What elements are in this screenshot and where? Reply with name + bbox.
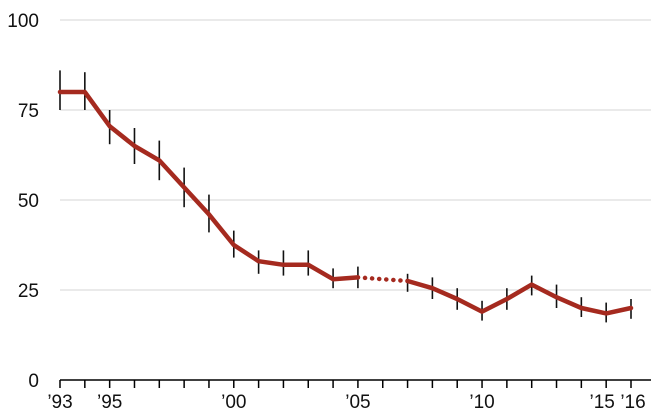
error-bars [59,70,632,323]
x-tick-label: ’10 [469,392,494,413]
series-line-gap [355,275,410,284]
x-tick-label: ’00 [221,392,246,413]
y-tick-label: 25 [18,281,39,302]
grid-layer [60,19,651,291]
y-axis-labels: 0 25 50 75 100 [7,11,39,392]
y-tick-label: 50 [18,191,39,212]
series-line [57,89,634,316]
x-axis [59,379,651,388]
x-tick-label: ’16 [620,392,645,413]
y-tick-label: 0 [28,371,39,392]
x-tick-label: ’93 [47,392,72,413]
series-line-segment [57,89,361,282]
y-tick-label: 75 [18,101,39,122]
y-tick-label: 100 [7,11,39,32]
x-tick-label: ’05 [345,392,370,413]
series-line-segment [405,278,634,316]
x-tick-label: ’95 [97,392,122,413]
x-tick-label: ’15 [589,392,614,413]
x-axis-labels: ’93 ’95 ’00 ’05 ’10 ’15 ’16 [47,392,645,413]
